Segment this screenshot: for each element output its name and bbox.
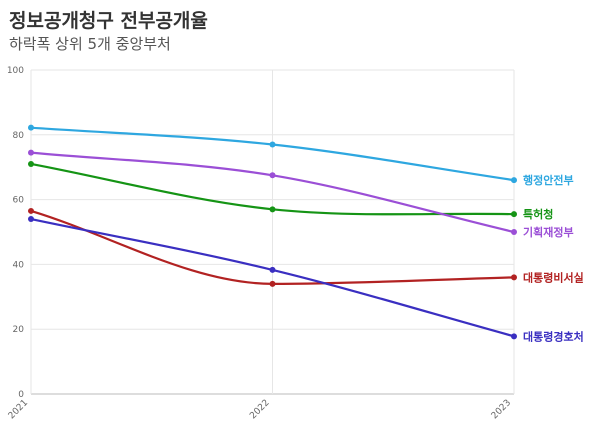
x-tick-label: 2021 <box>7 398 30 421</box>
y-tick-label: 0 <box>18 390 24 400</box>
data-point <box>28 207 34 214</box>
y-tick-label: 20 <box>13 325 25 335</box>
grid-lines <box>30 69 515 395</box>
series-label: 대통령비서실 <box>523 270 584 284</box>
data-point <box>269 266 276 273</box>
series-3: 대통령비서실 <box>28 207 584 287</box>
data-point <box>28 160 34 167</box>
series-1: 특허청 <box>28 160 553 221</box>
data-point <box>269 141 276 148</box>
y-tick-label: 40 <box>13 260 25 270</box>
data-point <box>269 280 276 287</box>
y-tick-label: 60 <box>13 196 25 206</box>
chart-title: 정보공개청구 전부공개율 <box>9 10 208 32</box>
y-tick-label: 80 <box>13 131 25 141</box>
series-label: 특허청 <box>523 207 553 221</box>
series-label: 기획재정부 <box>523 225 574 239</box>
data-point <box>511 333 517 340</box>
series-0: 행정안전부 <box>28 124 574 187</box>
data-point <box>28 124 34 131</box>
x-axis: 2021 2022 2023 <box>7 398 513 421</box>
y-axis: 0 20 40 60 80 100 <box>7 66 24 400</box>
data-point <box>269 172 276 179</box>
data-point <box>511 229 517 235</box>
data-point <box>269 206 276 213</box>
data-point <box>511 211 517 218</box>
data-point <box>511 274 517 281</box>
data-point <box>28 216 34 223</box>
y-tick-label: 100 <box>7 66 24 76</box>
data-point <box>28 149 34 156</box>
series-4: 대통령경호처 <box>28 216 584 343</box>
data-point <box>511 177 517 184</box>
series-2: 기획재정부 <box>28 149 574 239</box>
x-tick-label: 2022 <box>248 398 271 421</box>
chart-subtitle: 하락폭 상위 5개 중앙부처 <box>9 35 171 53</box>
x-tick-label: 2023 <box>490 398 513 421</box>
series-label: 행정안전부 <box>523 173 574 187</box>
series-label: 대통령경호처 <box>523 329 584 343</box>
